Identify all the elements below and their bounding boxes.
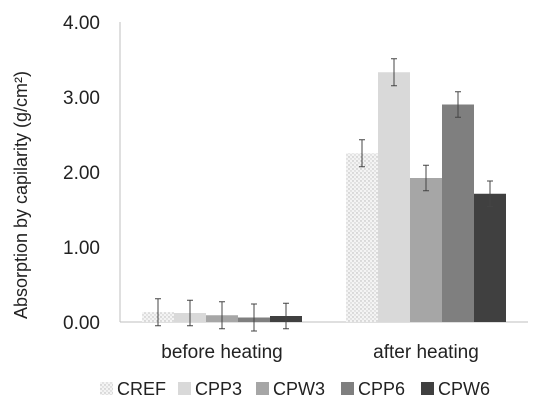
legend-label-cpw6: CPW6 (438, 379, 490, 399)
y-axis-label: Absorption by capilarity (g/cm²) (11, 71, 31, 319)
x-category-label: after heating (373, 342, 479, 363)
y-tick-label: 0.00 (63, 313, 100, 334)
bar-cpp3-1 (378, 72, 410, 322)
y-tick-label: 1.00 (63, 238, 100, 259)
legend-swatch-cref (100, 382, 113, 395)
legend-swatch-cpw3 (256, 382, 269, 395)
bar-cpw3-1 (410, 178, 442, 322)
bar-cref-1 (346, 153, 378, 322)
bar-cpp6-1 (442, 104, 474, 322)
y-tick-label: 2.00 (63, 163, 100, 184)
bar-cpw6-1 (474, 193, 506, 322)
legend-label-cpp3: CPP3 (195, 379, 242, 399)
legend-swatch-cpp6 (341, 382, 354, 395)
bars (142, 58, 506, 332)
x-category-label: before heating (161, 342, 283, 363)
legend-swatch-cpw6 (421, 382, 434, 395)
legend-label-cref: CREF (117, 379, 166, 399)
legend-label-cpp6: CPP6 (358, 379, 405, 399)
y-tick-label: 3.00 (63, 88, 100, 109)
legend-swatch-cpp3 (178, 382, 191, 395)
legend-label-cpw3: CPW3 (273, 379, 325, 399)
legend: CREF CPP3 CPW3 CPP6 CPW6 (100, 379, 490, 399)
y-tick-label: 4.00 (63, 13, 100, 34)
